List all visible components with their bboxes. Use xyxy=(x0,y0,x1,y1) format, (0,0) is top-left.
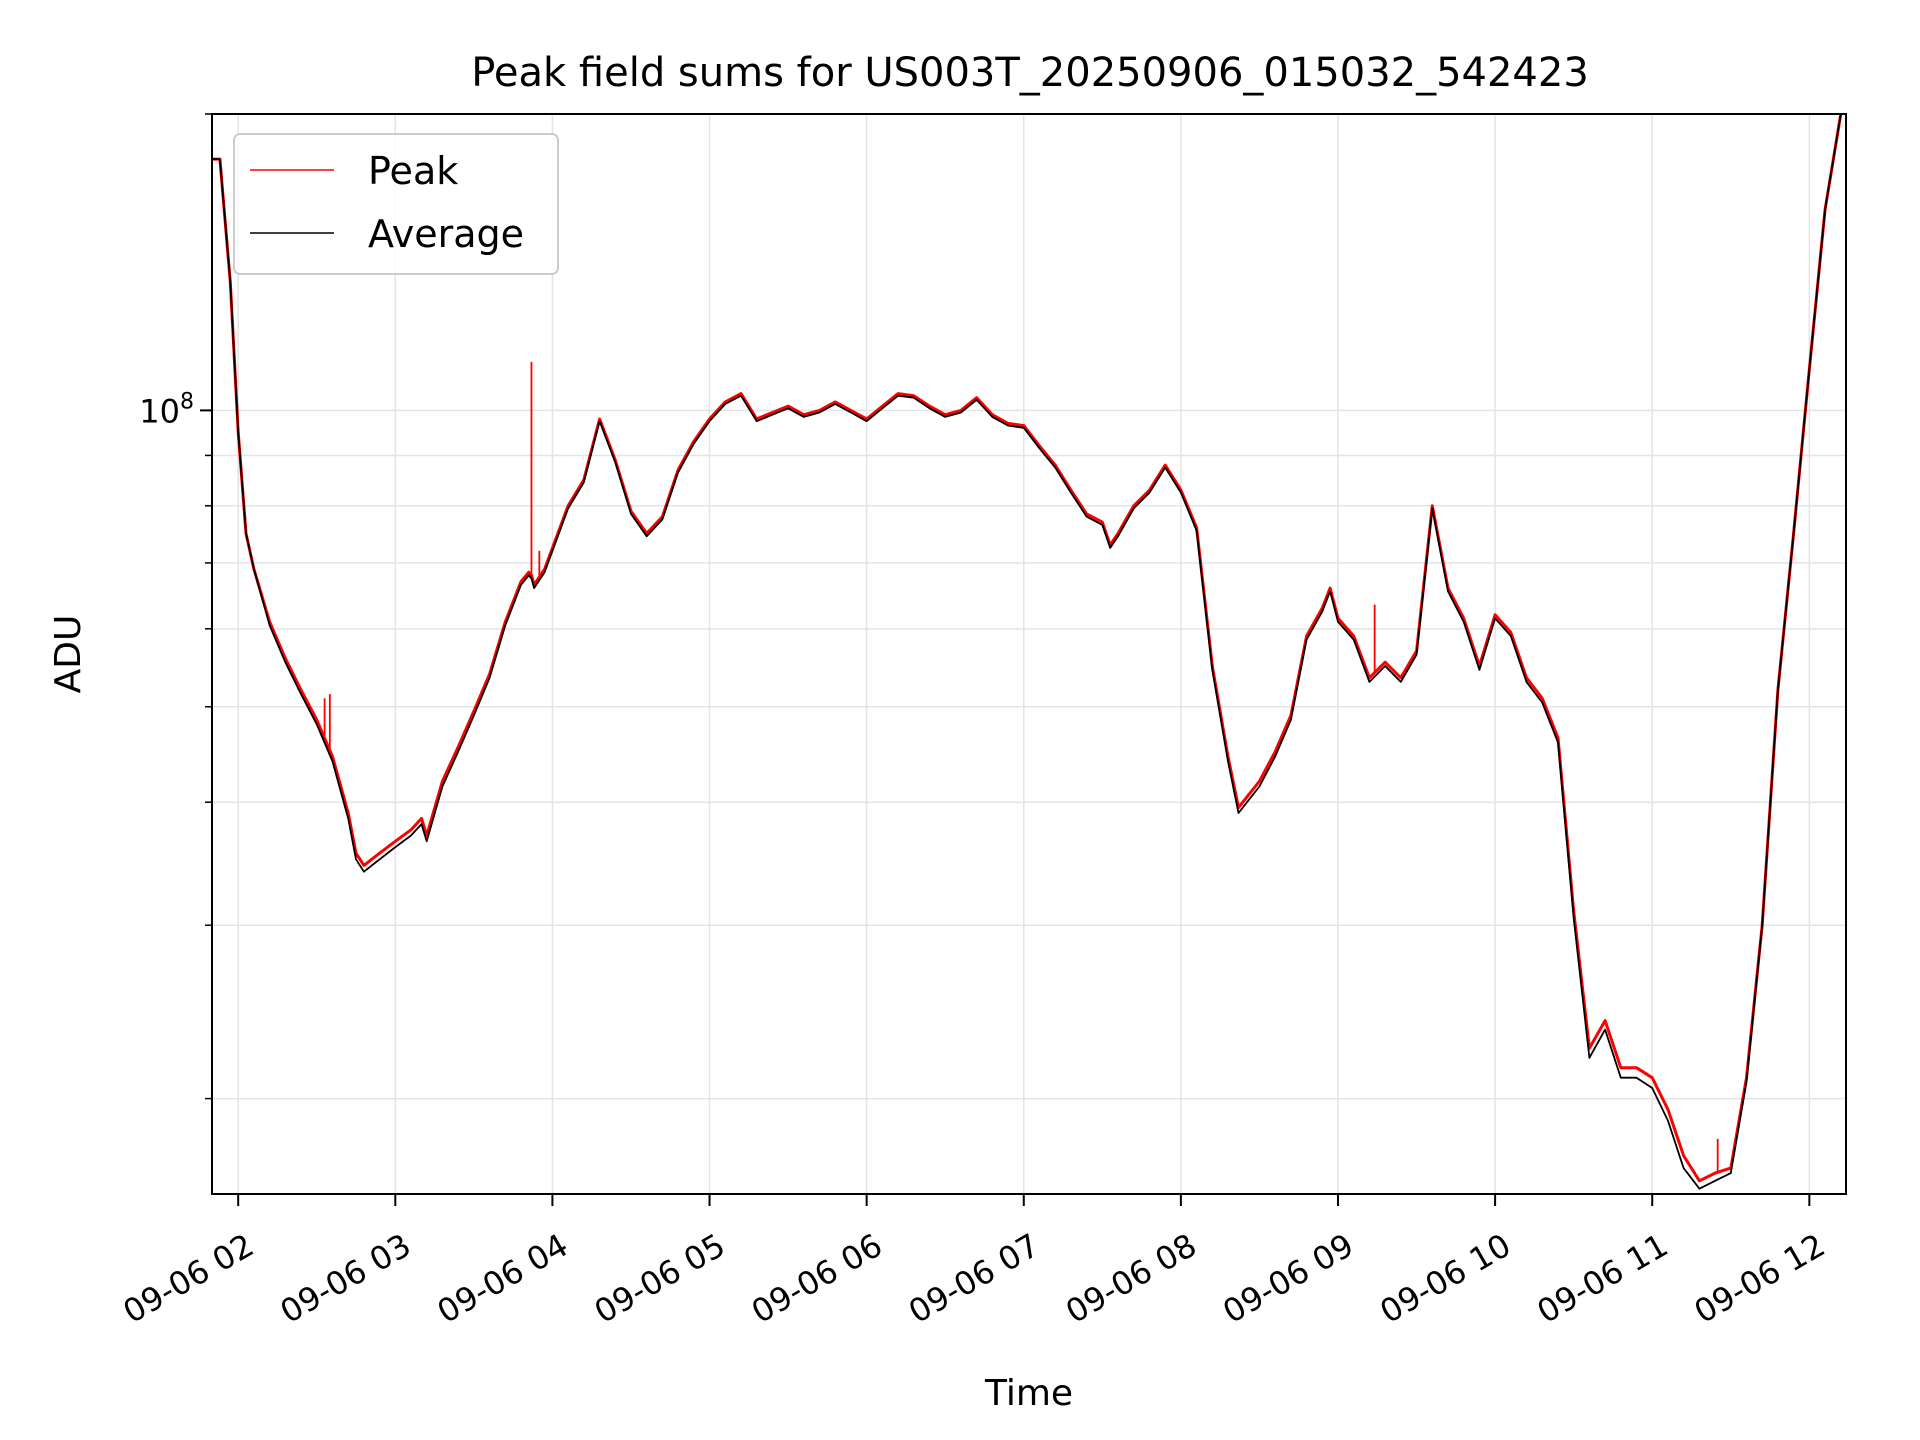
legend-label-peak: Peak xyxy=(368,149,458,193)
y-axis-label: ADU xyxy=(48,615,89,694)
legend: Peak Average xyxy=(233,133,559,275)
chart-title: Peak field sums for US003T_20250906_0150… xyxy=(471,50,1589,96)
series-line-peak xyxy=(212,114,1843,1183)
x-axis-label: Time xyxy=(984,1373,1073,1414)
plot-frame xyxy=(211,113,1847,1195)
legend-box xyxy=(233,133,559,275)
y-axis: 108 xyxy=(139,113,212,1100)
series-line-average xyxy=(212,114,1842,1190)
series-lines xyxy=(212,114,1843,1190)
y-tick-label: 108 xyxy=(139,389,194,430)
legend-label-average: Average xyxy=(368,212,524,256)
